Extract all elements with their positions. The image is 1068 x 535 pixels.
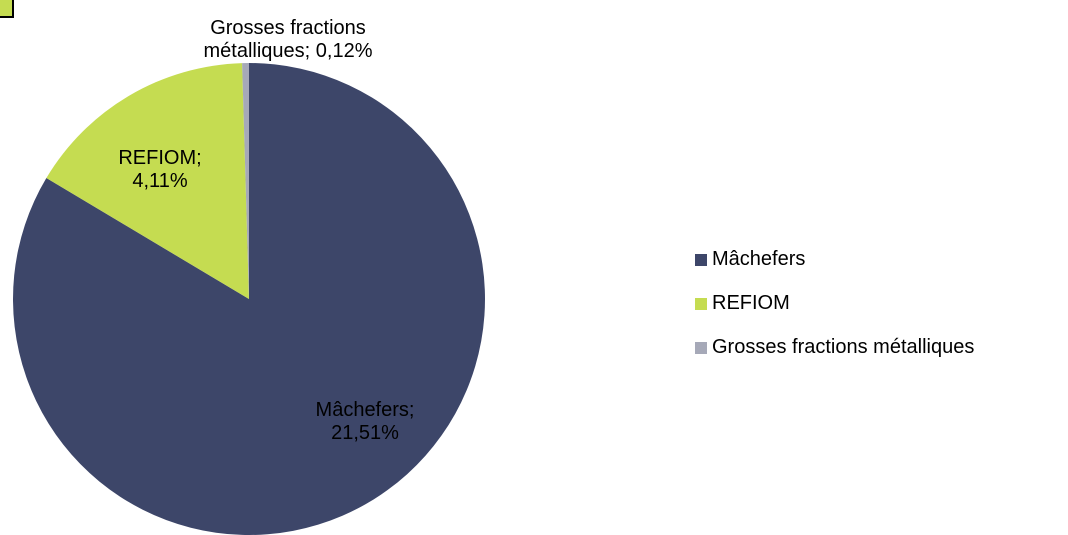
legend-entry: Mâchefers — [695, 248, 805, 271]
legend-label: Mâchefers — [712, 248, 806, 270]
data-label: Grosses fractions métalliques; 0,12% — [203, 17, 373, 62]
data-label: REFIOM; 4,11% — [118, 147, 202, 192]
legend-swatch — [695, 341, 707, 354]
legend-label: REFIOM — [712, 292, 790, 314]
corner-box — [0, 0, 14, 18]
pie-slice — [13, 63, 485, 535]
legend-entry: REFIOM — [695, 292, 790, 315]
legend-swatch — [695, 253, 707, 266]
data-label: Mâchefers; 21,51% — [315, 399, 415, 444]
legend-entry: Grosses fractions métalliques — [695, 336, 974, 359]
pie-slice — [46, 63, 250, 299]
pie-slice — [242, 63, 249, 299]
legend-label: Grosses fractions métalliques — [712, 336, 975, 358]
legend-swatch — [695, 297, 707, 310]
